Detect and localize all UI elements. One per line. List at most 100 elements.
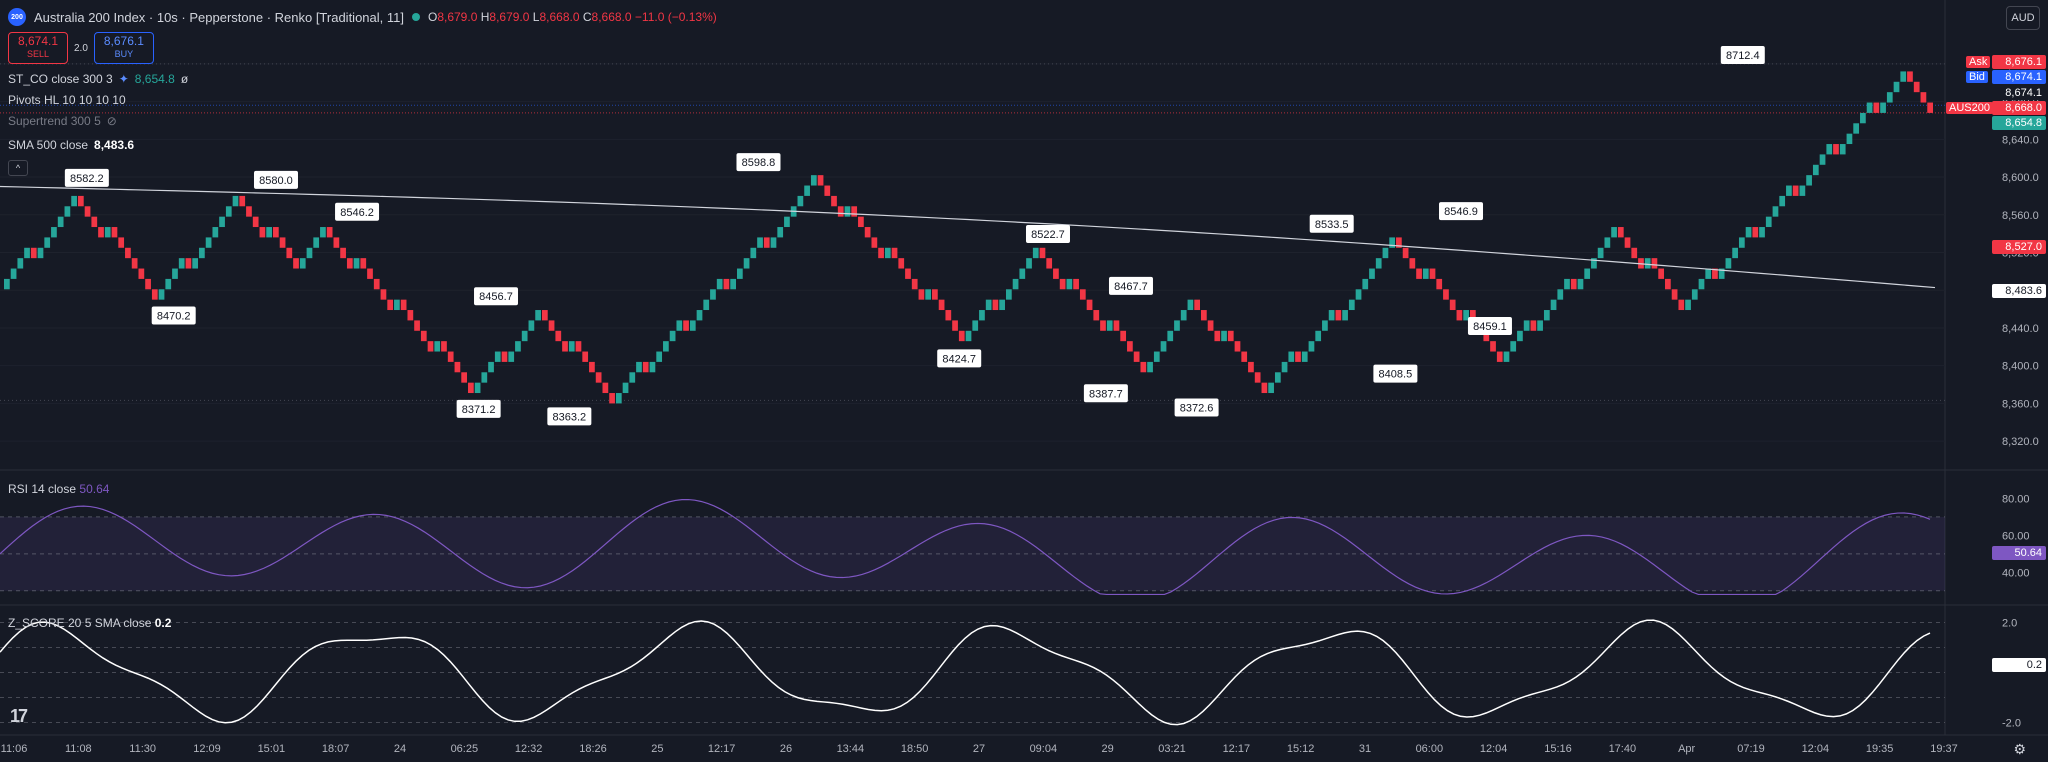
pivot-label-box bbox=[335, 202, 380, 221]
renko-brick-up bbox=[730, 278, 736, 290]
renko-brick-down bbox=[333, 237, 340, 248]
symbol-logo-icon: 200 bbox=[8, 8, 26, 26]
pivot-label: 8387.7 bbox=[1089, 388, 1123, 400]
renko-brick-down bbox=[763, 237, 770, 248]
renko-brick-down bbox=[138, 268, 145, 279]
pivot-label-box bbox=[736, 153, 781, 172]
pivot-label-box bbox=[1174, 398, 1219, 417]
renko-brick-down bbox=[118, 237, 125, 248]
renko-brick-up bbox=[44, 237, 51, 248]
renko-brick-up bbox=[353, 258, 360, 269]
renko-brick-up bbox=[1866, 102, 1873, 113]
renko-brick-down bbox=[1086, 299, 1093, 311]
renko-brick-down bbox=[1079, 289, 1086, 300]
renko-brick-down bbox=[1396, 237, 1402, 248]
renko-brick-up bbox=[810, 175, 817, 186]
renko-brick-up bbox=[1315, 330, 1322, 342]
renko-brick-up bbox=[784, 216, 790, 228]
sma-500-line bbox=[0, 185, 1936, 289]
renko-brick-down bbox=[817, 175, 824, 186]
renko-brick-down bbox=[239, 195, 246, 207]
renko-brick-down bbox=[98, 227, 104, 238]
renko-brick-down bbox=[562, 341, 568, 352]
zscore-legend[interactable]: Z_SCORE 20 5 SMA close 0.2 bbox=[8, 616, 172, 630]
pivot-label: 8456.7 bbox=[479, 291, 513, 303]
renko-brick-down bbox=[1456, 310, 1463, 321]
renko-brick-down bbox=[871, 237, 878, 248]
sell-button[interactable]: 8,674.1 SELL bbox=[8, 32, 68, 64]
renko-brick-up bbox=[1846, 133, 1853, 145]
gear-icon[interactable]: ⚙ bbox=[2013, 741, 2026, 757]
price-tick-label: 8,320.0 bbox=[2002, 436, 2039, 448]
time-tick-label: 06:00 bbox=[1416, 743, 1444, 755]
collapse-legend-button[interactable]: ^ bbox=[8, 160, 28, 176]
rsi-line bbox=[0, 498, 1931, 596]
renko-brick-down bbox=[595, 372, 602, 383]
rsi-tick-label: 40.00 bbox=[2002, 567, 2030, 579]
renko-brick-down bbox=[272, 227, 279, 238]
renko-brick-up bbox=[1685, 299, 1691, 311]
time-tick-label: 15:16 bbox=[1544, 743, 1572, 755]
indicator-pivots[interactable]: Pivots HL 10 10 10 10 bbox=[8, 93, 126, 107]
renko-brick-up bbox=[1510, 341, 1517, 352]
pivot-label: 8712.4 bbox=[1726, 50, 1760, 62]
renko-brick-down bbox=[293, 258, 299, 269]
renko-brick-up bbox=[494, 351, 501, 362]
renko-brick-up bbox=[656, 351, 663, 362]
renko-brick-down bbox=[1248, 361, 1254, 373]
time-tick-label: 29 bbox=[1102, 743, 1114, 755]
renko-brick-down bbox=[602, 382, 609, 394]
renko-brick-up bbox=[4, 278, 10, 290]
pivot-label-box bbox=[1720, 46, 1765, 65]
renko-brick-down bbox=[1241, 351, 1248, 362]
renko-brick-down bbox=[145, 278, 151, 290]
renko-brick-down bbox=[1651, 258, 1658, 269]
renko-brick-up bbox=[649, 361, 656, 373]
indicator-st-co[interactable]: ST_CO close 300 3 ✦ 8,654.8 ø bbox=[8, 72, 189, 86]
renko-brick-up bbox=[51, 227, 57, 238]
renko-brick-up bbox=[669, 330, 676, 342]
indicator-supertrend[interactable]: Supertrend 300 5 ⊘ bbox=[8, 114, 117, 128]
rsi-legend[interactable]: RSI 14 close 50.64 bbox=[8, 482, 110, 496]
settings-icon[interactable]: ✦ bbox=[118, 72, 129, 86]
renko-brick-down bbox=[891, 247, 898, 259]
buy-button[interactable]: 8,676.1 BUY bbox=[93, 32, 154, 64]
pivot-label-box bbox=[456, 399, 501, 418]
renko-brick-down bbox=[420, 330, 427, 342]
renko-brick-up bbox=[219, 216, 225, 228]
renko-brick-up bbox=[24, 247, 30, 259]
pivot-label-box bbox=[937, 349, 982, 368]
renko-brick-down bbox=[1100, 320, 1106, 331]
renko-brick-down bbox=[1436, 278, 1443, 290]
renko-brick-up bbox=[622, 382, 629, 394]
currency-button[interactable]: AUD bbox=[2006, 6, 2040, 30]
renko-brick-up bbox=[1322, 320, 1328, 331]
close-badge: AUS200 8,668.0 bbox=[1946, 101, 2046, 115]
renko-brick-down bbox=[905, 268, 911, 279]
renko-brick-down bbox=[1120, 330, 1127, 342]
open-value: 8,679.0 bbox=[437, 10, 478, 24]
renko-brick-down bbox=[958, 330, 965, 342]
renko-brick-up bbox=[64, 206, 71, 217]
renko-brick-up bbox=[1066, 278, 1073, 290]
tradingview-logo-icon[interactable]: 17 bbox=[10, 706, 28, 726]
hidden-eye-icon[interactable]: ⊘ bbox=[106, 114, 117, 128]
renko-brick-up bbox=[1644, 258, 1651, 269]
renko-brick-up bbox=[1268, 382, 1274, 394]
renko-brick-up bbox=[925, 289, 932, 300]
renko-brick-down bbox=[131, 258, 138, 269]
renko-brick-down bbox=[1409, 258, 1416, 269]
indicator-sma[interactable]: SMA 500 close 8,483.6 bbox=[8, 138, 135, 152]
symbol-title[interactable]: Australia 200 Index · 10s · Pepperstone … bbox=[34, 9, 404, 25]
price-tick-label: 8,560.0 bbox=[2002, 210, 2039, 222]
renko-brick-up bbox=[1355, 289, 1362, 300]
renko-brick-down bbox=[30, 247, 37, 259]
renko-brick-down bbox=[326, 227, 333, 238]
renko-brick-up bbox=[1691, 289, 1698, 300]
zscore-tick-label: 2.0 bbox=[2002, 618, 2017, 630]
renko-brick-up bbox=[716, 278, 723, 290]
renko-brick-down bbox=[1416, 268, 1422, 279]
renko-brick-down bbox=[723, 278, 730, 290]
price-tick-label: 8,400.0 bbox=[2002, 361, 2039, 373]
